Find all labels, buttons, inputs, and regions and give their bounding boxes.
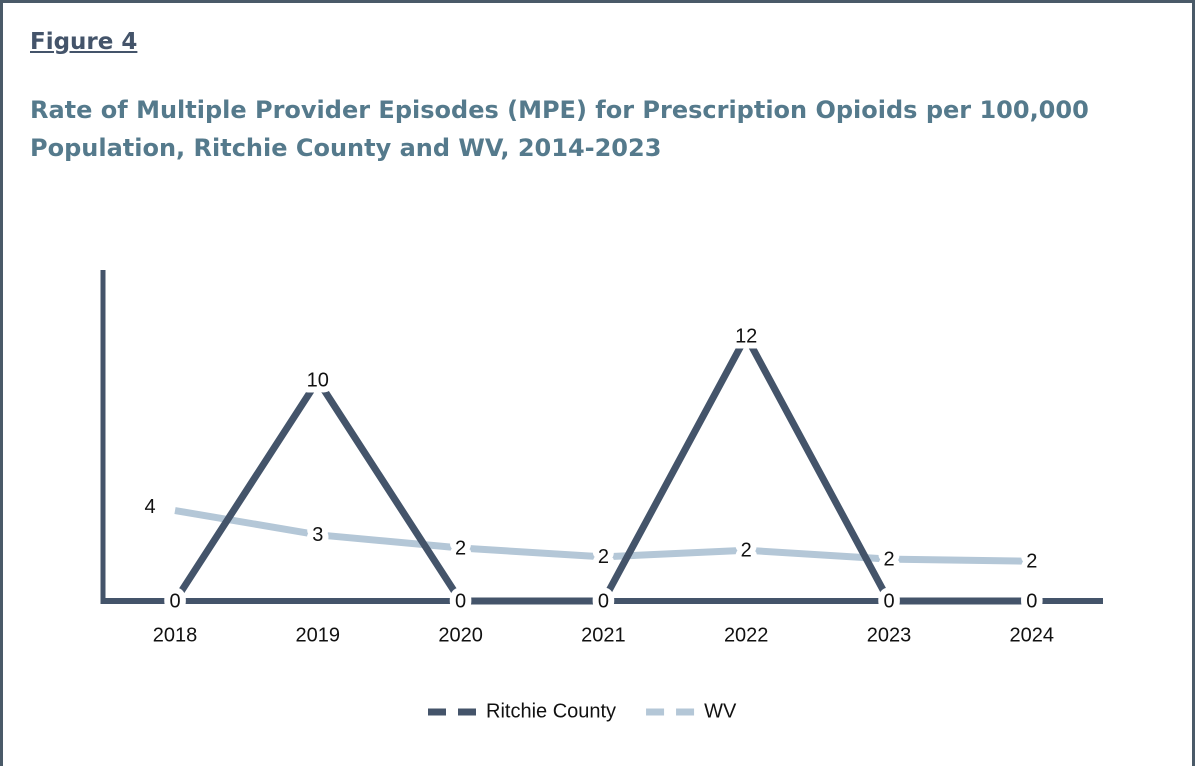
x-tick-label: 2019 xyxy=(296,624,341,646)
x-tick-label: 2022 xyxy=(724,624,769,646)
series-line xyxy=(172,332,1032,605)
data-label: 2 xyxy=(883,548,894,570)
data-label: 0 xyxy=(598,590,609,612)
chart-title: Rate of Multiple Provider Episodes (MPE)… xyxy=(30,96,1089,162)
data-label: 0 xyxy=(883,590,894,612)
data-label: 2 xyxy=(455,537,466,559)
figure-label: Figure 4 xyxy=(30,29,138,55)
x-tick-label: 2018 xyxy=(153,624,198,646)
x-tick-label: 2023 xyxy=(867,624,912,646)
x-tick-label: 2021 xyxy=(581,624,626,646)
data-label: 0 xyxy=(455,590,466,612)
data-label: 3 xyxy=(312,524,323,546)
legend-label: Ritchie County xyxy=(486,700,616,722)
x-tick-label: 2020 xyxy=(438,624,483,646)
data-label: 2 xyxy=(741,540,752,562)
legend-label: WV xyxy=(704,700,737,722)
x-tick-label: 2024 xyxy=(1010,624,1055,646)
data-label: 0 xyxy=(1026,590,1037,612)
data-label: 2 xyxy=(1026,551,1037,573)
data-label: 0 xyxy=(169,590,180,612)
data-label: 4 xyxy=(144,496,155,518)
data-label: 2 xyxy=(598,546,609,568)
data-label: 10 xyxy=(307,370,329,392)
series-line xyxy=(174,507,1032,565)
data-label: 12 xyxy=(735,325,757,347)
